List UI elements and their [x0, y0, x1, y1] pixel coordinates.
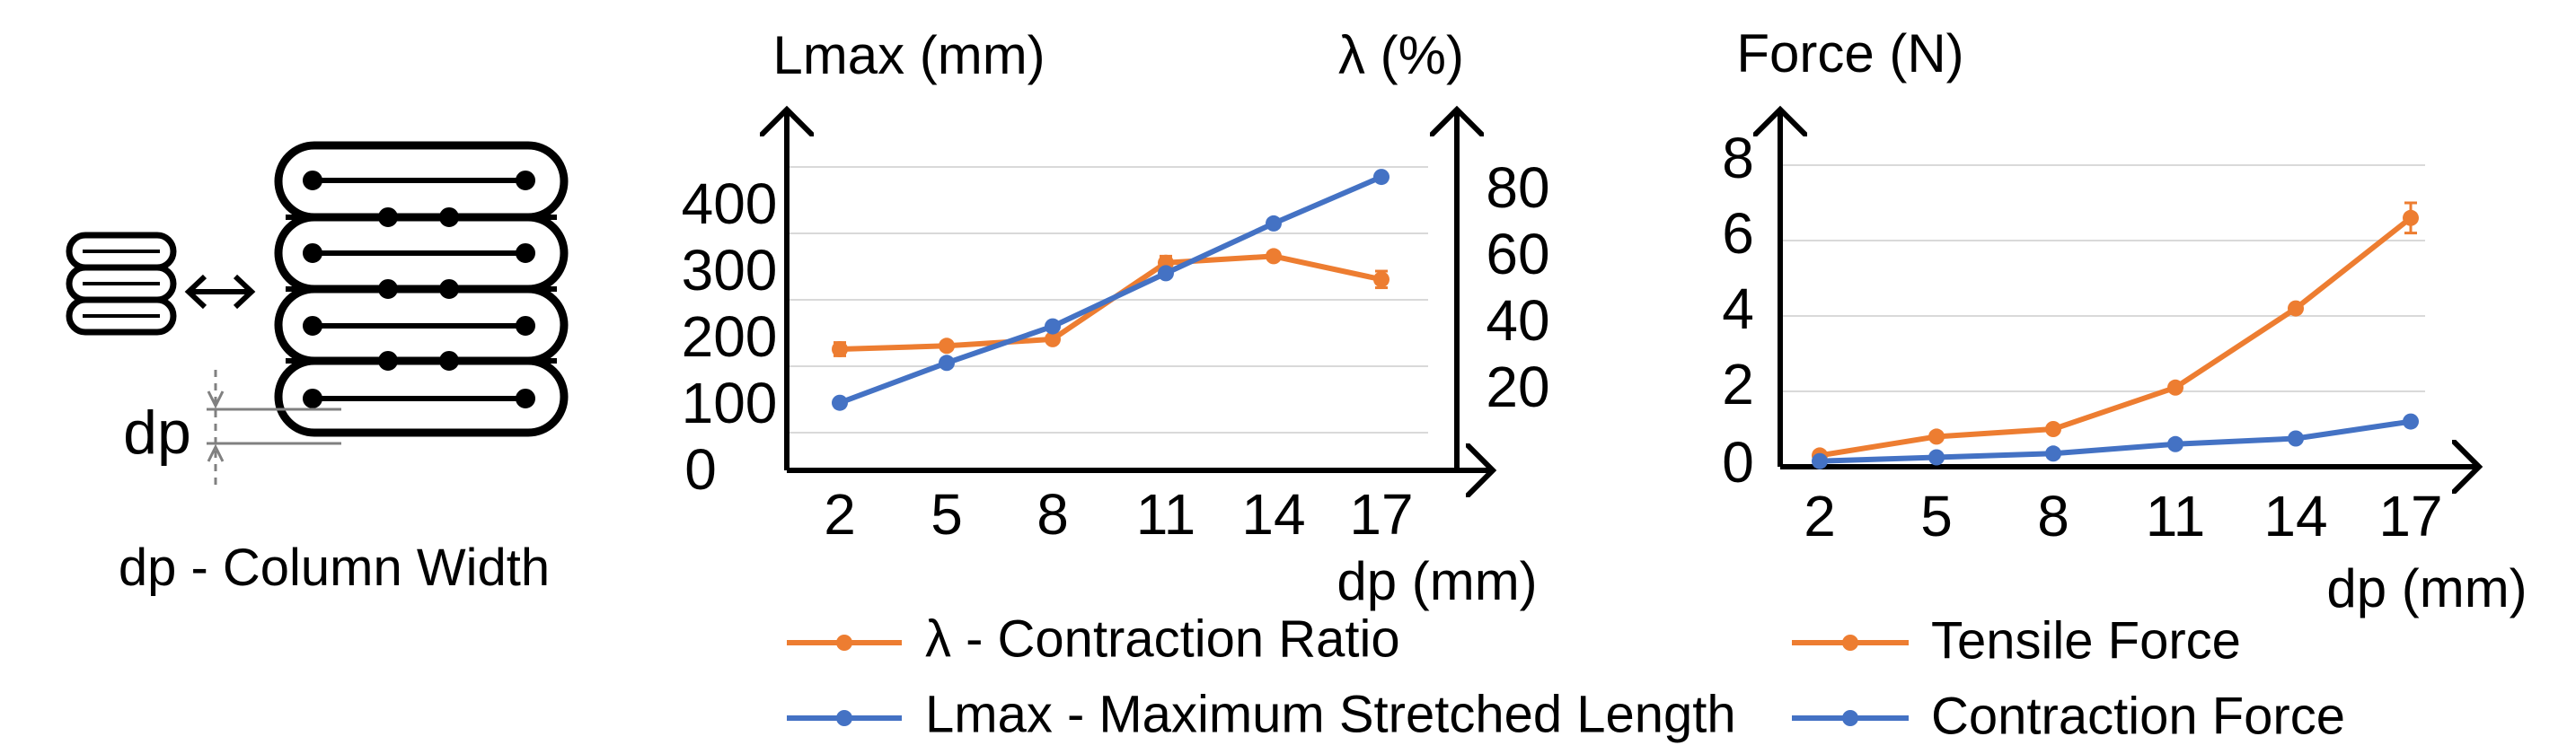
legend-marker — [836, 635, 852, 651]
y-tick-label: 0 — [1722, 430, 1754, 495]
y-tick-label: 100 — [682, 371, 778, 435]
chart-length-ratio: Lmax (mm) λ (%) dp (mm) 0 100 200 300 40… — [682, 25, 1550, 611]
legend-label: Tensile Force — [1931, 611, 2241, 670]
chart2-y-axis-label: Force (N) — [1736, 23, 1963, 83]
chart2-gridlines — [1780, 164, 2425, 392]
data-point — [2045, 445, 2061, 462]
chart1-right-ticks: 20 40 60 80 — [1486, 155, 1549, 419]
data-point — [1158, 265, 1174, 282]
series-path — [838, 174, 1383, 406]
y-tick-label: 300 — [682, 238, 778, 302]
legend-label: Contraction Force — [1931, 687, 2345, 745]
chart2-legend: Tensile Force Contraction Force — [1792, 611, 2345, 745]
x-tick-label: 8 — [2037, 484, 2069, 548]
chart1-x-ticks: 2 5 8 11 14 17 — [824, 482, 1413, 547]
series-line — [832, 169, 1389, 411]
data-point — [1812, 452, 1828, 469]
y2-tick-label: 40 — [1486, 288, 1549, 353]
dp-label: dp — [123, 399, 191, 467]
legend-item-tensile-force: Tensile Force — [1792, 611, 2241, 670]
y-tick-label: 6 — [1722, 201, 1754, 266]
legend-label: λ - Contraction Ratio — [925, 609, 1400, 668]
data-point — [2288, 300, 2304, 317]
x-tick-label: 17 — [2378, 484, 2442, 548]
legend-item-contraction-force: Contraction Force — [1792, 687, 2345, 745]
legend-label: Lmax - Maximum Stretched Length — [925, 685, 1736, 743]
series-path — [1819, 418, 2412, 464]
x-tick-label: 14 — [2263, 484, 2327, 548]
y-tick-label: 400 — [682, 171, 778, 236]
y2-tick-label: 20 — [1486, 355, 1549, 419]
x-tick-label: 11 — [1136, 482, 1195, 547]
data-point — [2167, 379, 2183, 396]
data-point — [2403, 413, 2419, 430]
data-point — [2045, 421, 2061, 437]
legend-marker — [1842, 635, 1858, 651]
data-point — [939, 355, 955, 372]
chart1-axes — [787, 110, 1493, 470]
chart1-x-axis-label: dp (mm) — [1337, 551, 1537, 611]
diagram-caption: dp - Column Width — [119, 539, 550, 597]
data-point — [1928, 428, 1945, 445]
chart2-x-ticks: 2 5 8 11 14 17 — [1804, 484, 2442, 548]
series-path — [839, 253, 1382, 352]
chart1-left-axis-label: Lmax (mm) — [772, 25, 1045, 85]
data-point — [1373, 271, 1389, 288]
compact-actuator-icon — [66, 232, 177, 336]
legend-marker — [1842, 710, 1858, 726]
legend-item-max-stretched-length: Lmax - Maximum Stretched Length — [787, 685, 1736, 743]
chart2-axes — [1780, 110, 2479, 467]
data-point — [2167, 435, 2183, 452]
x-tick-label: 14 — [1241, 482, 1305, 547]
double-arrow-icon — [184, 274, 256, 310]
y-tick-label: 2 — [1722, 352, 1754, 416]
actuator-traces — [286, 171, 557, 408]
x-tick-label: 8 — [1037, 482, 1069, 547]
x-tick-label: 2 — [1804, 484, 1836, 548]
data-point — [939, 338, 955, 355]
dp-dimension-marker — [207, 370, 341, 489]
x-tick-label: 11 — [2146, 484, 2205, 548]
y-tick-label: 8 — [1722, 126, 1754, 190]
data-point — [1045, 330, 1061, 347]
series-line — [1812, 201, 2419, 464]
chart2-y-ticks: 0 2 4 6 8 — [1722, 126, 1754, 495]
y2-tick-label: 80 — [1486, 155, 1549, 220]
chart1-series — [832, 169, 1389, 411]
data-point — [832, 394, 848, 411]
series-line — [832, 248, 1389, 357]
data-point — [1266, 248, 1282, 265]
legend-item-contraction-ratio: λ - Contraction Ratio — [787, 609, 1400, 668]
chart1-left-ticks: 0 100 200 300 400 — [682, 171, 778, 502]
y-tick-label: 0 — [684, 437, 717, 502]
data-point — [1266, 215, 1282, 232]
series-path — [1819, 215, 2413, 459]
chart1-legend: λ - Contraction Ratio Lmax - Maximum Str… — [787, 609, 1736, 743]
y-tick-label: 200 — [682, 304, 778, 369]
data-point — [2288, 430, 2304, 447]
chart2-x-axis-label: dp (mm) — [2326, 558, 2527, 618]
series-line — [1812, 413, 2419, 469]
x-tick-label: 17 — [1349, 482, 1413, 547]
x-tick-label: 5 — [931, 482, 963, 547]
chart2-series — [1812, 201, 2419, 469]
chart1-right-axis-label: λ (%) — [1338, 25, 1464, 85]
y2-tick-label: 60 — [1486, 222, 1549, 286]
y-tick-label: 4 — [1722, 276, 1754, 341]
column-width-diagram: dp dp - Column Width — [66, 141, 569, 597]
chart-force: Force (N) dp (mm) 0 2 4 6 8 2 5 8 11 14 … — [1722, 23, 2527, 618]
x-tick-label: 2 — [824, 482, 856, 547]
legend-marker — [836, 710, 852, 726]
data-point — [1928, 449, 1945, 466]
x-tick-label: 5 — [1920, 484, 1953, 548]
data-point — [1045, 318, 1061, 335]
data-point — [2403, 209, 2419, 226]
data-point — [832, 341, 848, 357]
data-point — [1373, 169, 1389, 186]
